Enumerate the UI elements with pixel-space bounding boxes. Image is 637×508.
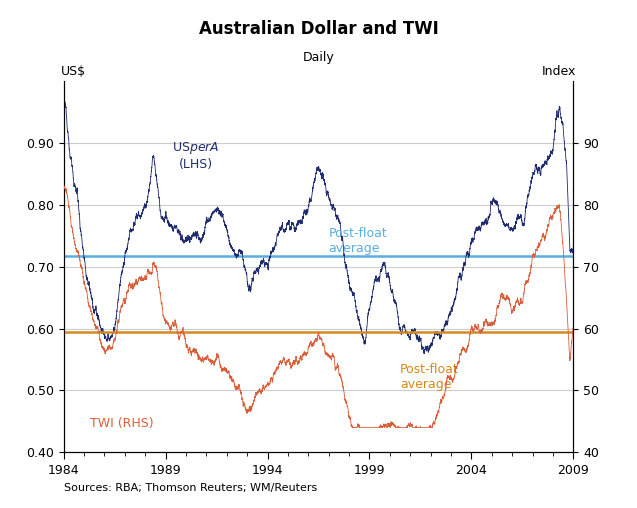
- Text: US$: US$: [61, 65, 86, 78]
- Text: Sources: RBA; Thomson Reuters; WM/Reuters: Sources: RBA; Thomson Reuters; WM/Reuter…: [64, 483, 317, 493]
- Text: Post-float
average: Post-float average: [400, 363, 459, 391]
- Text: US$ per A$
(LHS): US$ per A$ (LHS): [173, 140, 220, 171]
- Text: Index: Index: [541, 65, 576, 78]
- Text: Daily: Daily: [303, 51, 334, 64]
- Text: Post-float
average: Post-float average: [329, 227, 387, 255]
- Text: Australian Dollar and TWI: Australian Dollar and TWI: [199, 20, 438, 38]
- Text: TWI (RHS): TWI (RHS): [90, 418, 154, 430]
